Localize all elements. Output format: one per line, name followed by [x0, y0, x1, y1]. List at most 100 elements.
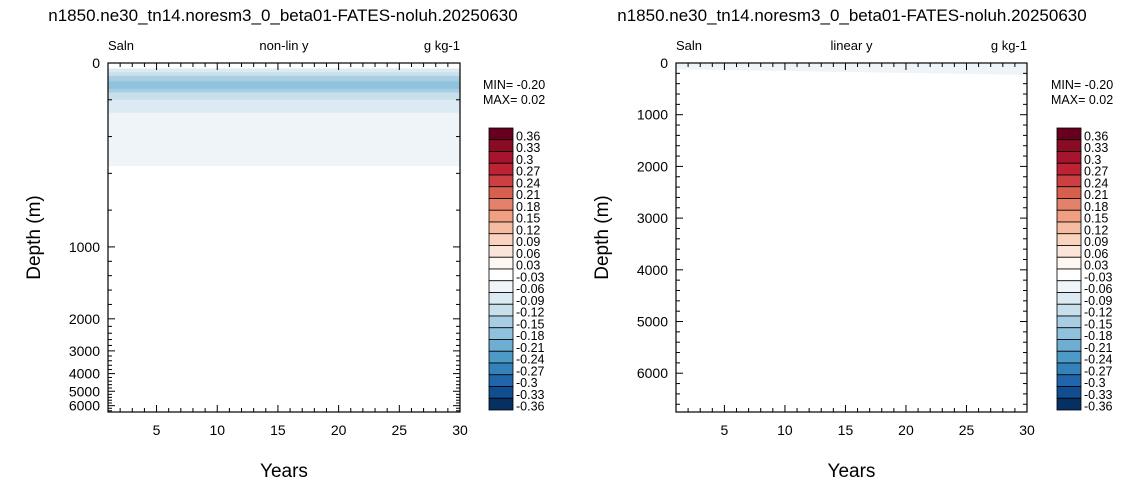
colorbar-swatch — [1056, 162, 1082, 176]
colorbar-swatch — [488, 350, 514, 364]
colorbar-tick-label: -0.3 — [516, 376, 538, 390]
colorbar-swatch — [1056, 198, 1082, 211]
colorbar-swatch — [1056, 174, 1082, 188]
colorbar-swatch — [1056, 362, 1082, 376]
x-tick-label: 15 — [838, 422, 854, 438]
colorbar-tick-label: 0.15 — [516, 212, 540, 226]
x-tick-label: 20 — [331, 422, 347, 438]
colorbar-swatch — [488, 127, 514, 141]
colorbar-swatch — [488, 198, 514, 211]
colorbar-tick-label: 0.12 — [1084, 223, 1108, 237]
colorbar-tick-label: 0.3 — [1084, 153, 1101, 167]
colorbar-tick-label: 0.21 — [516, 188, 540, 202]
colorbar-tick-label: 0.06 — [1084, 247, 1108, 261]
colorbar-swatch — [488, 209, 514, 223]
x-tick-label: 10 — [777, 422, 793, 438]
colorbar-tick-label: 0.27 — [1084, 165, 1108, 179]
colorbar-tick-label: 0.18 — [1084, 200, 1108, 214]
colorbar-tick-label: 0.09 — [516, 235, 540, 249]
colorbar-tick-label: -0.03 — [516, 270, 545, 284]
colorbar-swatch — [1056, 350, 1082, 364]
colorbar-swatch — [1056, 268, 1082, 282]
colorbar-tick-label: -0.12 — [1084, 306, 1113, 320]
colorbar-tick-label: -0.24 — [516, 353, 545, 367]
plot-frame — [107, 62, 461, 413]
colorbar-swatch — [1056, 245, 1082, 258]
colorbar-tick-label: 0.24 — [1084, 176, 1108, 190]
colorbar-tick-label: -0.06 — [1084, 282, 1113, 296]
colorbar-swatch — [1056, 151, 1082, 164]
colorbar-swatch — [488, 151, 514, 164]
colorbar-swatch — [488, 339, 514, 352]
colorbar-swatch — [1056, 221, 1082, 235]
colorbar: 0.360.330.30.270.240.210.180.150.120.090… — [1056, 127, 1113, 414]
colorbar-tick-label: -0.09 — [1084, 294, 1113, 308]
y-tick-label: 1000 — [69, 239, 100, 255]
colorbar-tick-label: -0.36 — [516, 400, 545, 414]
colorbar-tick-label: 0.27 — [516, 165, 540, 179]
colorbar-tick-label: -0.33 — [516, 388, 545, 402]
x-tick-label: 15 — [270, 422, 286, 438]
colorbar-tick-label: -0.21 — [1084, 341, 1113, 355]
colorbar-swatch — [488, 280, 514, 293]
colorbar-swatch — [1056, 233, 1082, 246]
colorbar-tick-label: 0.3 — [516, 153, 533, 167]
colorbar-tick-label: -0.27 — [516, 364, 545, 378]
colorbar-tick-label: -0.24 — [1084, 353, 1113, 367]
colorbar-tick-label: -0.27 — [1084, 364, 1113, 378]
colorbar-swatch — [1056, 292, 1082, 305]
colorbar-tick-label: -0.09 — [516, 294, 545, 308]
colorbar-swatch — [488, 268, 514, 282]
y-tick-label: 2000 — [637, 158, 668, 174]
colorbar-tick-label: -0.15 — [516, 317, 545, 331]
colorbar-swatch — [488, 162, 514, 176]
colorbar-tick-label: -0.33 — [1084, 388, 1113, 402]
colorbar-swatch — [1056, 256, 1082, 270]
x-axis-label: Years — [260, 461, 308, 482]
y-tick-label: 3000 — [637, 210, 668, 226]
colorbar-tick-label: 0.06 — [516, 247, 540, 261]
colorbar-tick-label: 0.03 — [1084, 259, 1108, 273]
colorbar-swatch — [1056, 209, 1082, 223]
x-axis-label: Years — [828, 461, 876, 482]
x-tick-label: 5 — [153, 422, 161, 438]
colorbar-tick-label: 0.18 — [516, 200, 540, 214]
x-tick-label: 5 — [721, 422, 729, 438]
colorbar-swatch — [1056, 374, 1082, 387]
colorbar-tick-label: 0.24 — [516, 176, 540, 190]
colorbar-swatch — [1056, 339, 1082, 352]
max-label: MAX= 0.02 — [483, 93, 545, 107]
colorbar-swatch — [488, 374, 514, 387]
y-tick-label: 2000 — [69, 311, 100, 327]
colorbar-tick-label: -0.15 — [1084, 317, 1113, 331]
max-label: MAX= 0.02 — [1051, 93, 1113, 107]
x-tick-label: 30 — [1019, 422, 1035, 438]
min-label: MIN= -0.20 — [1051, 78, 1113, 92]
colorbar-tick-label: -0.18 — [516, 329, 545, 343]
units-label: g kg-1 — [991, 38, 1027, 53]
colorbar-swatch — [1056, 327, 1082, 340]
y-axis-label: Depth (m) — [24, 195, 45, 279]
units-label: g kg-1 — [424, 38, 460, 53]
colorbar-swatch — [1056, 186, 1082, 199]
field-contours — [108, 68, 460, 166]
colorbar-swatch — [488, 362, 514, 376]
colorbar-tick-label: 0.36 — [1084, 129, 1108, 143]
y-tick-label: 5000 — [637, 314, 668, 330]
panel-1: n1850.ne30_tn14.noresm3_0_beta01-FATES-n… — [24, 6, 545, 482]
scale-label: non-lin y — [259, 38, 309, 53]
contour-band-5 — [108, 81, 460, 89]
colorbar-tick-label: 0.03 — [516, 259, 540, 273]
colorbar-swatch — [488, 397, 514, 411]
colorbar-swatch — [488, 245, 514, 258]
min-label: MIN= -0.20 — [483, 78, 545, 92]
colorbar-swatch — [1056, 127, 1082, 141]
colorbar-swatch — [1056, 386, 1082, 399]
x-tick-label: 25 — [392, 422, 408, 438]
chart-title: n1850.ne30_tn14.noresm3_0_beta01-FATES-n… — [617, 6, 1086, 25]
field-contours — [676, 64, 1027, 75]
contour-band-1 — [676, 64, 1027, 75]
colorbar-swatch — [488, 139, 514, 152]
y-tick-label: 0 — [92, 55, 100, 71]
colorbar-swatch — [488, 174, 514, 188]
